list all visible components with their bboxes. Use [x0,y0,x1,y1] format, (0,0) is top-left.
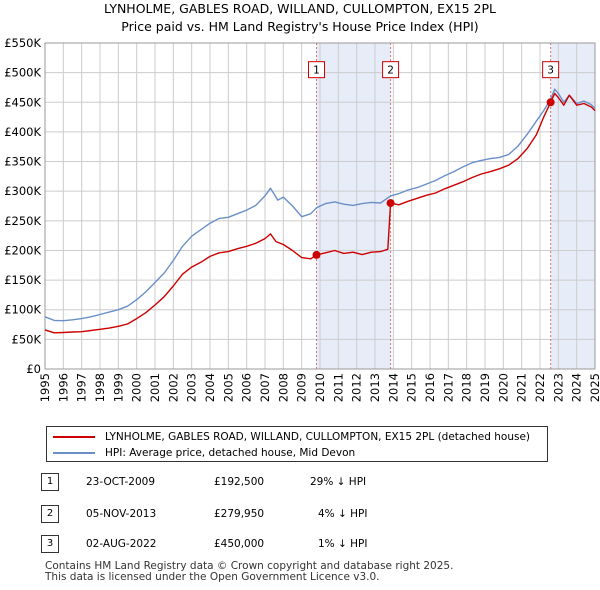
sale-number: 2 [41,505,59,523]
x-tick-label: 2022 [533,373,547,402]
price-chart: £0 £50K £100K £150K £200K £250K £300K £350K £400… [4,36,600,402]
footer: Contains HM Land Registry data © Crown c… [45,561,453,583]
x-tick-label: 2018 [460,373,474,402]
sale-number: 3 [41,535,59,553]
sale-row: 2 05-NOV-2013 £279,950 4% ↓ HPI [0,505,600,525]
x-tick-label: 1997 [75,373,89,402]
x-tick-label: 2005 [221,373,235,402]
sale-date: 23-OCT-2009 [86,476,155,488]
sale-hpi: 29% ↓ HPI [310,476,367,488]
x-tick-label: 1998 [93,373,107,402]
x-tick-label: 2012 [350,373,364,402]
x-tick-label: 1996 [56,373,70,402]
y-tick-label: £250K [4,214,41,228]
y-tick-label: £450K [4,95,41,109]
x-tick-label: 2019 [478,373,492,402]
sale-marker-box [382,61,400,79]
legend-label-hpi: HPI: Average price, detached house, Mid … [105,447,356,459]
x-tick-label: 2000 [130,373,144,402]
sale-row: 1 23-OCT-2009 £192,500 29% ↓ HPI [0,473,600,493]
sale-row: 3 02-AUG-2022 £450,000 1% ↓ HPI [0,535,600,555]
legend: LYNHOLME, GABLES ROAD, WILLAND, CULLOMPT… [46,426,548,462]
legend-item-property: LYNHOLME, GABLES ROAD, WILLAND, CULLOMPT… [53,429,530,445]
x-tick-label: 2020 [496,373,510,402]
sale-date: 02-AUG-2022 [86,538,157,550]
hpi-line [44,88,596,322]
x-tick-label: 2017 [441,373,455,402]
sale-price: £450,000 [214,538,265,550]
x-tick-label: 2009 [295,373,309,402]
x-tick-label: 2008 [276,373,290,402]
y-tick-label: £0 [26,362,41,376]
y-tick-label: £500K [4,66,41,80]
x-tick-label: 1995 [38,373,52,402]
x-tick-label: 1999 [111,373,125,402]
legend-swatch-blue [53,452,95,454]
sale-marker-label: 2 [387,65,394,77]
title-line-2: Price paid vs. HM Land Registry's House … [121,19,479,34]
sale-price: £192,500 [214,476,265,488]
y-tick-label: £550K [4,36,41,50]
sale-hpi: 1% ↓ HPI [318,538,368,550]
sale-marker-label: 1 [313,65,320,77]
y-tick-label: £50K [12,332,42,346]
y-tick-label: £100K [4,303,41,317]
x-tick-label: 2001 [148,373,162,402]
plot-frame [44,42,596,370]
x-tick-label: 2016 [423,373,437,402]
x-tick-label: 2011 [331,373,345,402]
x-tick-label: 2006 [240,373,254,402]
x-tick-label: 2015 [405,373,419,402]
sale-hpi: 4% ↓ HPI [318,508,368,520]
x-tick-label: 2014 [386,373,400,402]
sale-point [312,250,321,259]
x-tick-label: 2025 [588,373,600,402]
y-tick-label: £200K [4,243,41,257]
x-tick-label: 2002 [166,373,180,402]
x-tick-label: 2023 [551,373,565,402]
sale-price: £279,950 [214,508,265,520]
title-line-1: LYNHOLME, GABLES ROAD, WILLAND, CULLOMPT… [104,1,496,16]
y-tick-label: £150K [4,273,41,287]
sale-date: 05-NOV-2013 [86,508,157,520]
x-tick-label: 2003 [185,373,199,402]
sale-point [386,199,395,208]
sale-number: 1 [41,473,59,491]
y-tick-label: £350K [4,155,41,169]
y-tick-label: £400K [4,125,41,139]
sale-marker-box [308,61,326,79]
sale-marker-label: 3 [547,65,554,77]
x-tick-label: 2013 [368,373,382,402]
sale-point [546,98,555,107]
footer-licence: This data is licensed under the Open Gov… [45,571,380,583]
footer-copyright: Contains HM Land Registry data © Crown c… [45,560,454,572]
sale-marker-box [542,61,560,79]
x-tick-label: 2010 [313,373,327,402]
x-tick-label: 2007 [258,373,272,402]
y-tick-label: £300K [4,184,41,198]
legend-swatch-red [53,436,95,438]
x-tick-label: 2021 [515,373,529,402]
chart-title: LYNHOLME, GABLES ROAD, WILLAND, CULLOMPT… [0,0,600,36]
legend-label-property: LYNHOLME, GABLES ROAD, WILLAND, CULLOMPT… [105,431,531,443]
legend-item-hpi: HPI: Average price, detached house, Mid … [53,445,355,461]
x-tick-label: 2004 [203,373,217,402]
x-tick-label: 2024 [570,373,584,402]
property-price-line [44,92,596,334]
